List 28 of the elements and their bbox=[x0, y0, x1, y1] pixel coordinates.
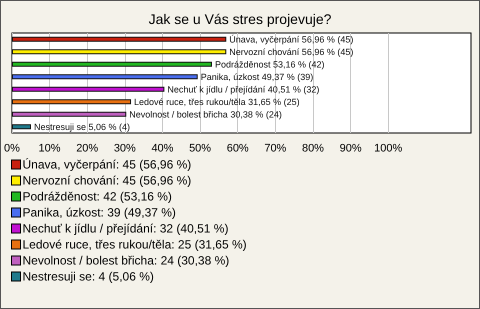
x-tick-label: 30% bbox=[114, 142, 136, 154]
x-tick-label: 60% bbox=[226, 142, 249, 154]
x-tick-label: 0% bbox=[4, 142, 20, 154]
legend-label: Únava, vyčerpání: 45 (56,96 %) bbox=[22, 158, 192, 172]
x-tick-label: 20% bbox=[76, 142, 98, 154]
data-label: Ledové ruce, třes rukou/těla 31,65 % (25) bbox=[134, 96, 300, 107]
data-label: Nechuť k jídlu / přejídání 40,51 % (32) bbox=[167, 84, 320, 94]
legend-label: Ledové ruce, třes rukou/těla: 25 (31,65 %) bbox=[22, 238, 247, 252]
data-label: Nestresuji se 5,06 % (4) bbox=[34, 122, 130, 132]
chart-title: Jak se u Vás stres projevuje? bbox=[148, 11, 332, 27]
x-tick-label: 80% bbox=[302, 142, 324, 154]
legend-label: Nechuť k jídlu / přejídání: 32 (40,51 %) bbox=[22, 222, 228, 236]
legend-label: Nestresuji se: 4 (5,06 %) bbox=[22, 270, 154, 284]
data-label: Nevolnost / bolest břicha 30,38 % (24) bbox=[129, 109, 282, 120]
legend-label: Panika, úzkost: 39 (49,37 %) bbox=[22, 206, 176, 220]
data-label: Únava, vyčerpání 56,96 % (45) bbox=[229, 34, 354, 44]
x-tick-label: 40% bbox=[151, 142, 174, 154]
x-tick-label: 100% bbox=[374, 142, 403, 154]
legend-label: Podrážděnost: 42 (53,16 %) bbox=[22, 190, 172, 204]
x-tick-label: 70% bbox=[264, 142, 287, 154]
x-tick-label: 50% bbox=[189, 142, 212, 154]
legend-label: Nevolnost / bolest břicha: 24 (30,38 %) bbox=[22, 254, 230, 268]
x-tick-label: 90% bbox=[340, 142, 362, 154]
data-label: Panika, úzkost 49,37 % (39) bbox=[200, 72, 314, 82]
data-label: Podrážděnost 53,16 % (42) bbox=[214, 59, 325, 70]
legend-label: Nervozní chování: 45 (56,96 %) bbox=[22, 174, 192, 188]
x-tick-label: 10% bbox=[38, 142, 61, 154]
data-label: Nervozní chování 56,96 % (45) bbox=[229, 46, 354, 57]
